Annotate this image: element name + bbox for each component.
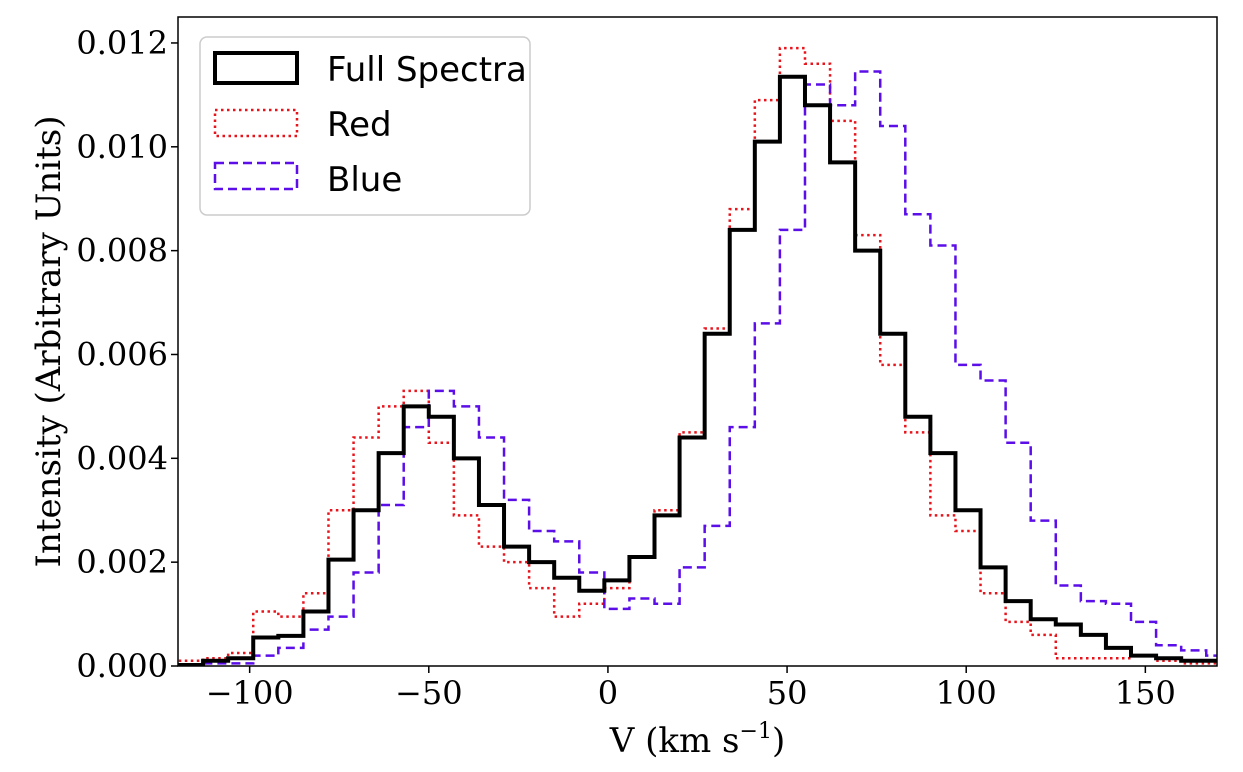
legend-swatch-full-spectra: [213, 51, 299, 85]
y-tick-label: 0.002: [76, 543, 168, 581]
series-full-spectra: [178, 74, 1217, 666]
legend-label-full-spectra: Full Spectra: [327, 50, 527, 90]
y-tick-label: 0.000: [76, 647, 168, 685]
x-tick-label: −50: [395, 674, 463, 712]
x-tick-label: 100: [936, 674, 997, 712]
y-tick-label: 0.008: [76, 232, 168, 270]
x-tick-label: 0: [598, 674, 618, 712]
y-tick-label: 0.004: [76, 439, 168, 477]
plot-frame: [177, 16, 1218, 667]
x-tick-label: −100: [206, 674, 294, 712]
y-tick-label: 0.006: [76, 335, 168, 373]
series-layer: [178, 46, 1217, 666]
legend-label-red: Red: [327, 105, 392, 145]
legend-label-blue: Blue: [327, 160, 402, 200]
y-axis-title: Intensity (Arbitrary Units): [29, 116, 69, 568]
x-axis-title-exponent: −1: [740, 719, 772, 744]
legend-swatch-blue: [213, 161, 299, 191]
x-axis-title: V (km s−1): [609, 719, 785, 761]
y-tick-label: 0.012: [76, 24, 168, 62]
x-tick-label: 150: [1115, 674, 1176, 712]
series-blue: [178, 70, 1217, 666]
legend: Full Spectra Red Blue: [199, 36, 531, 216]
x-axis-title-close: ): [772, 721, 785, 761]
y-tick-label: 0.010: [76, 128, 168, 166]
x-tick-label: 50: [767, 674, 808, 712]
x-axis-title-main: V (km s: [609, 721, 740, 761]
ticks-layer: −100 −50 0 50 100 150 0.000 0.002 0.004 0.006 0.00…: [76, 24, 1175, 712]
